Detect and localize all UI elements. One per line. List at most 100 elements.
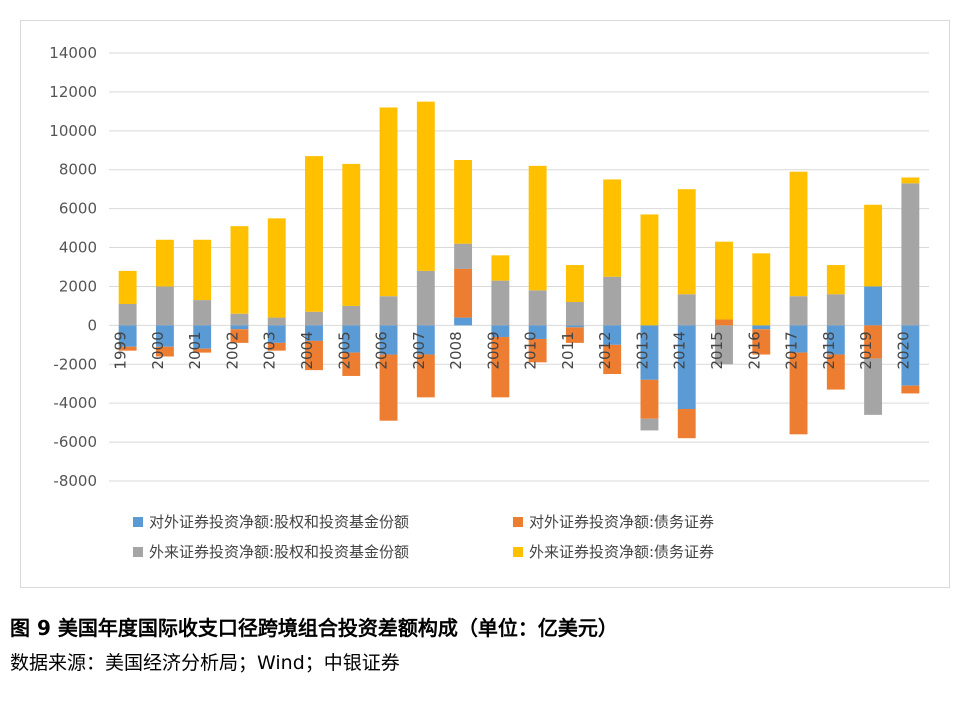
x-category-label: 2014 [671,331,689,369]
bar-series2-2019 [864,325,883,359]
bar-series4-2001 [193,239,212,301]
bar-series2-2018 [826,354,845,390]
legend-swatch [513,547,523,557]
bar-series3-2003 [267,317,286,326]
x-category-label: 2010 [522,331,540,369]
y-axis-ticks: 14000 12000 10000 8000 6000 4000 2000 0 -2000 -40… [49,44,97,490]
bar-series1-2013 [640,325,659,380]
legend-swatch [133,547,143,557]
bar-series2-2015 [715,319,733,326]
bar-series1-2020 [901,325,920,386]
bar-series1-2003 [267,325,286,343]
bar-series2-2006 [379,354,398,421]
bar-series2-2009 [491,337,510,398]
x-category-label: 2013 [633,331,651,369]
y-tick-label: -8000 [53,472,97,490]
x-category-label: 2001 [186,331,204,369]
bar-series3-2009 [491,280,510,326]
bar-series4-2019 [864,204,883,287]
x-category-label: 2017 [783,331,801,369]
bar-series3-2012 [603,276,622,326]
y-tick-label: 10000 [49,122,97,140]
x-category-label: 2012 [596,331,614,369]
bar-series4-2017 [789,171,808,297]
bar-series2-2016 [752,329,771,355]
bar-series3-2002 [230,313,249,326]
bar-series4-2015 [715,241,733,320]
x-category-label: 1999 [112,331,130,369]
bar-series1-2017 [789,325,808,353]
bar-series4-2000 [155,239,174,287]
bar-series4-2008 [454,160,473,244]
x-category-label: 2002 [223,331,241,369]
y-tick-label: -2000 [53,355,97,373]
bar-series3-2005 [342,305,361,326]
bar-series1-1999 [118,325,137,347]
x-category-label: 2006 [373,331,391,369]
bar-series4-2014 [677,189,696,295]
bar-series1-2000 [155,325,174,347]
bar-series4-2012 [603,179,622,277]
bar-series2-2004 [305,340,323,371]
bar-series4-2018 [826,265,845,295]
bar-series4-2010 [528,165,547,291]
bar-series2-1999 [118,346,137,351]
legend-swatch [133,517,143,527]
y-tick-label: 6000 [59,200,97,218]
y-tick-label: -4000 [53,394,97,412]
bar-series1-2018 [826,325,845,355]
bar-series3-2020 [901,183,920,326]
y-tick-label: -6000 [53,433,97,451]
x-category-label: 2015 [708,331,726,369]
x-category-label: 2004 [298,331,316,369]
bar-series1-2001 [193,325,212,349]
bar-series4-2016 [752,253,771,326]
bar-series3-2015 [715,325,733,365]
bar-series2-2012 [603,344,622,374]
bar-series1-2002 [230,325,249,330]
y-tick-label: 0 [87,316,97,334]
bar-series3-2001 [193,300,212,326]
bar-series4-2006 [379,107,398,297]
x-category-label: 2016 [745,331,763,369]
bar-series4-2004 [305,156,323,312]
bar-series4-2003 [267,218,286,318]
bar-series2-2010 [528,338,547,363]
bar-series1-2005 [342,325,361,353]
bar-series4-2007 [416,101,435,271]
bar-series4-2013 [640,214,659,326]
bar-series2-2020 [901,385,920,394]
bar-series1-2009 [491,325,510,338]
bar-series3-2006 [379,296,398,326]
chart: 14000 12000 10000 8000 6000 4000 2000 0 -2000 -40… [49,44,929,561]
bar-series1-2007 [416,325,435,355]
bar-series3-2000 [155,286,174,326]
bar-series3-1999 [118,303,137,326]
bar-series4-2009 [491,255,510,281]
x-category-label: 2005 [335,331,353,369]
bar-series3-2018 [826,294,845,326]
y-tick-label: 14000 [49,44,97,62]
bars [118,101,920,439]
bar-series3-2017 [789,296,808,326]
bar-series4-2005 [342,163,361,306]
bar-series4-2020 [901,177,920,184]
bar-series1-2004 [305,325,323,341]
data-source: 数据来源：美国经济分析局；Wind；中银证券 [10,652,400,674]
bar-series4-2011 [565,265,584,303]
figure-caption: 图 9 美国年度国际收支口径跨境组合投资差额构成（单位：亿美元） [10,616,618,640]
bar-series1-2008 [454,317,473,326]
x-category-label: 2011 [559,331,577,369]
bar-series3-2019 [864,358,883,415]
y-tick-label: 4000 [59,239,97,257]
y-tick-label: 12000 [49,83,97,101]
x-category-label: 2020 [894,331,912,369]
bar-series1-2006 [379,325,398,355]
legend: 对外证券投资净额:股权和投资基金份额 对外证券投资净额:债务证券外来证券投资净额:… [133,513,714,561]
bar-series3-2007 [416,270,435,326]
bar-series1-2019 [864,286,883,326]
bar-series2-2013 [640,379,659,419]
bar-series3-2010 [528,290,547,326]
bar-series2-2002 [230,329,249,343]
legend-label: 外来证券投资净额:股权和投资基金份额 [149,543,409,561]
